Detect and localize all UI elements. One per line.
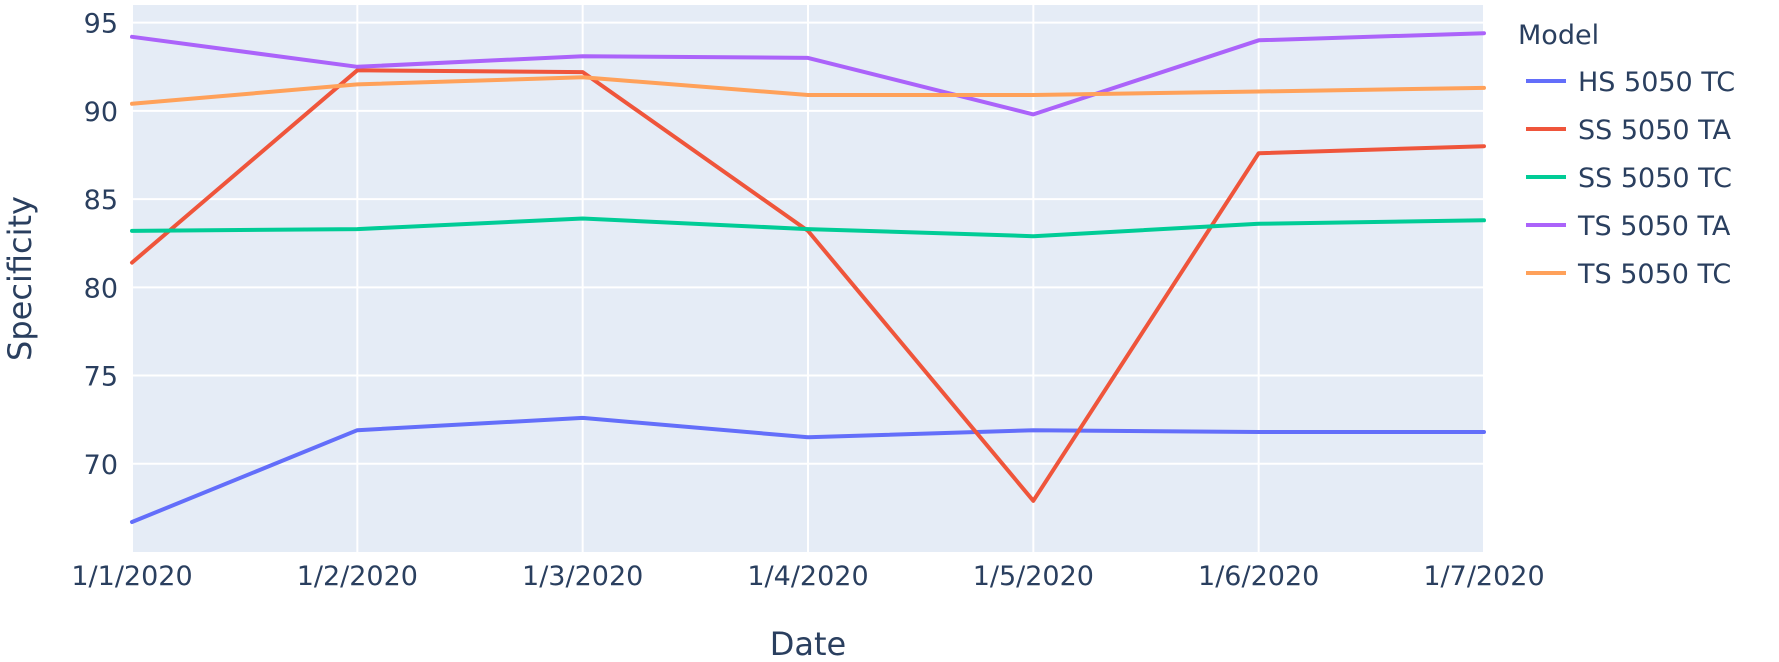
y-tick-label: 85 (84, 185, 118, 216)
grid-layer (131, 5, 1485, 552)
x-tick-label: 1/2/2020 (297, 561, 418, 592)
y-tick-label: 75 (84, 362, 118, 393)
x-tick-label: 1/1/2020 (71, 561, 192, 592)
legend-item[interactable]: TS 5050 TC (1526, 259, 1731, 290)
tick-layer: 1/1/2020 1/2/2020 1/3/2020 1/4/2020 1/5/2020… (71, 9, 1544, 592)
legend[interactable]: Model HS 5050 TC SS 5050 TA SS 5050 TC TS 5… (1518, 20, 1735, 290)
legend-label: TS 5050 TA (1577, 211, 1731, 242)
series-line-ss-5050-tc[interactable] (130, 216, 1486, 239)
y-tick-label: 70 (84, 450, 118, 481)
x-axis-title: Date (770, 625, 846, 662)
x-tick-label: 1/3/2020 (522, 561, 643, 592)
series-line-hs-5050-tc[interactable] (130, 415, 1486, 524)
legend-label: HS 5050 TC (1578, 67, 1735, 98)
x-tick-label: 1/6/2020 (1198, 561, 1319, 592)
legend-item[interactable]: HS 5050 TC (1526, 67, 1735, 98)
legend-label: TS 5050 TC (1577, 259, 1731, 290)
legend-item[interactable]: SS 5050 TA (1526, 115, 1732, 146)
x-tick-label: 1/7/2020 (1423, 561, 1544, 592)
legend-title: Model (1518, 20, 1599, 51)
series-line-ts-5050-tc[interactable] (130, 75, 1486, 106)
y-tick-label: 90 (84, 97, 118, 128)
y-tick-label: 80 (84, 273, 118, 304)
legend-label: SS 5050 TA (1578, 115, 1732, 146)
y-axis-title: Specificity (1, 196, 39, 361)
x-tick-label: 1/5/2020 (973, 561, 1094, 592)
legend-item[interactable]: TS 5050 TA (1526, 211, 1731, 242)
legend-label: SS 5050 TC (1578, 163, 1732, 194)
y-tick-label: 95 (84, 9, 118, 40)
series-line-ts-5050-ta[interactable] (130, 31, 1486, 117)
x-tick-label: 1/4/2020 (747, 561, 868, 592)
legend-item[interactable]: SS 5050 TC (1526, 163, 1732, 194)
series-layer (130, 31, 1486, 524)
